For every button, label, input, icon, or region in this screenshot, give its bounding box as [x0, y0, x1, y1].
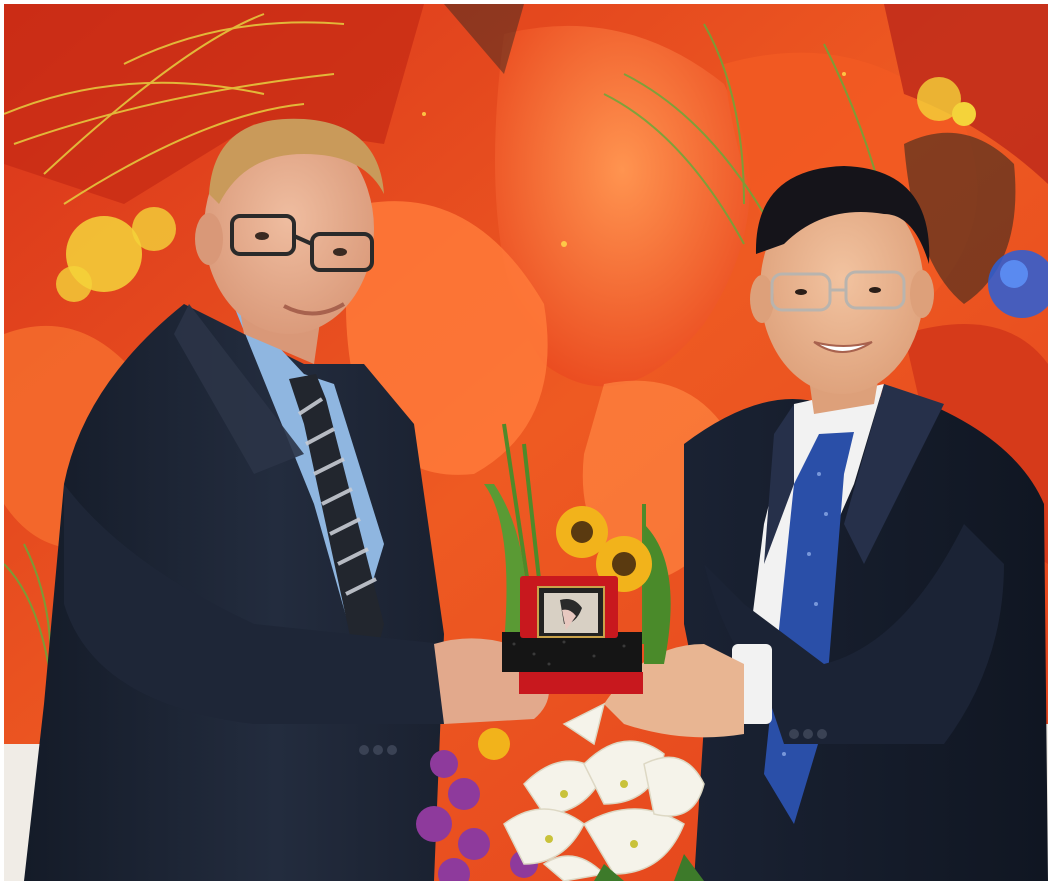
gift-box — [502, 576, 643, 694]
photo-scene — [4, 4, 1048, 881]
person-left — [24, 118, 549, 881]
photo-illustration — [4, 4, 1048, 881]
person-right — [604, 166, 1048, 881]
grass-strokes — [4, 13, 345, 205]
pollen-cluster — [56, 77, 976, 302]
